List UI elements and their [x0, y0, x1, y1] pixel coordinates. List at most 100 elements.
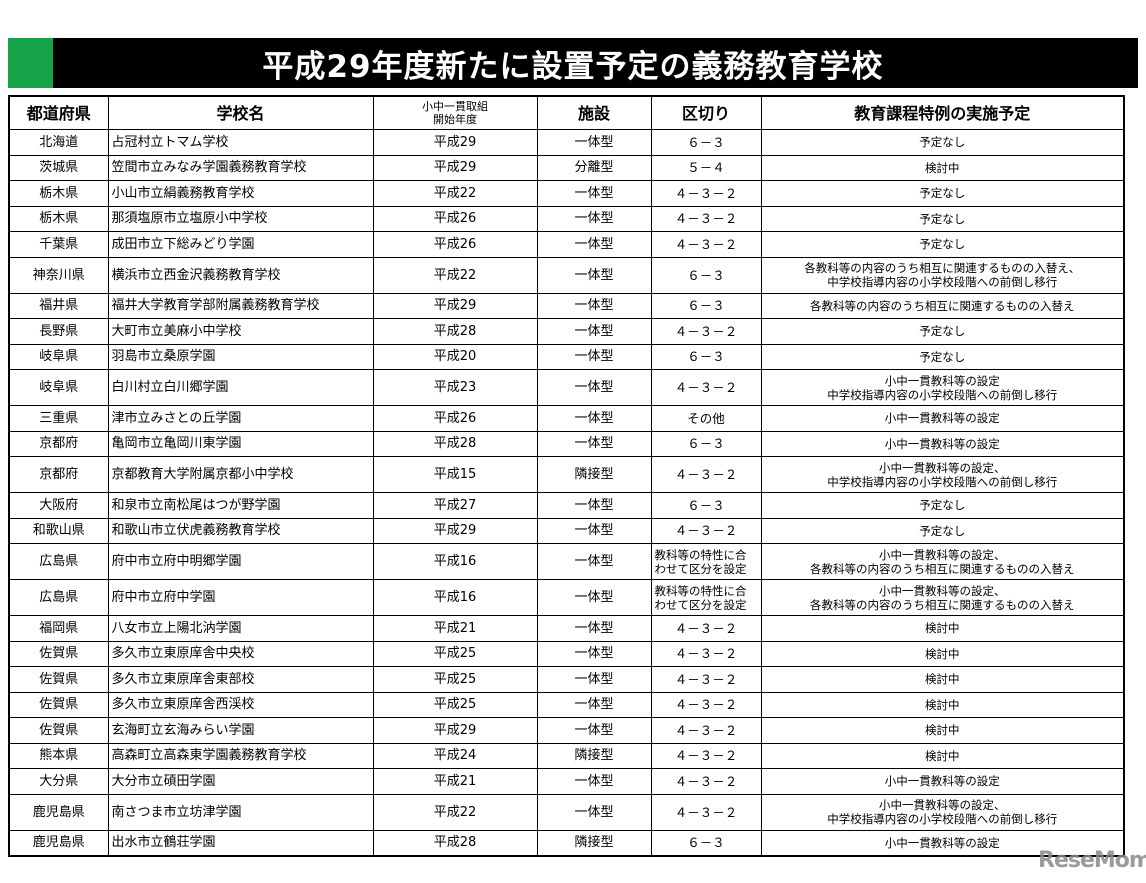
table-row: 和歌山県 和歌山市立伏虎義務教育学校 平成29 一体型 ４－３－２ 予定なし	[8, 517, 1125, 544]
division-cell: ４－３－２	[650, 742, 762, 769]
header-school-name: 学校名	[107, 95, 374, 130]
curriculum-exception-cell: 予定なし	[760, 180, 1125, 207]
prefecture-cell: 岐阜県	[8, 343, 109, 370]
school-name-cell: 津市立みさとの丘学園	[107, 405, 374, 432]
curriculum-exception-cell: 小中一貫教科等の設定、 中学校指導内容の小学校段階への前倒し移行	[760, 793, 1125, 831]
prefecture-cell: 千葉県	[8, 231, 109, 258]
prefecture-cell: 京都府	[8, 456, 109, 493]
facility-cell: 一体型	[536, 180, 652, 207]
division-cell: ６－３	[650, 256, 762, 294]
school-name-cell: 府中市立府中学園	[107, 579, 374, 616]
prefecture-cell: 三重県	[8, 405, 109, 432]
division-cell: ４－３－２	[650, 231, 762, 258]
start-year-cell: 平成20	[372, 343, 538, 370]
school-name-cell: 多久市立東原庠舎西渓校	[107, 691, 374, 718]
facility-cell: 隣接型	[536, 456, 652, 493]
start-year-cell: 平成16	[372, 543, 538, 580]
prefecture-cell: 大阪府	[8, 492, 109, 519]
start-year-cell: 平成29	[372, 517, 538, 544]
table-row: 佐賀県 多久市立東原庠舎東部校 平成25 一体型 ４－３－２ 検討中	[8, 666, 1125, 693]
start-year-cell: 平成22	[372, 256, 538, 294]
table-row: 福井県 福井大学教育学部附属義務教育学校 平成29 一体型 ６－３ 各教科等の内容のうち相…	[8, 292, 1125, 319]
curriculum-exception-cell: 予定なし	[760, 517, 1125, 544]
prefecture-cell: 福井県	[8, 292, 109, 319]
table-row: 鹿児島県 南さつま市立坊津学園 平成22 一体型 ４－３－２ 小中一貫教科等の設定、 中学…	[8, 793, 1125, 831]
facility-cell: 一体型	[536, 205, 652, 232]
table-row: 鹿児島県 出水市立鶴荘学園 平成28 隣接型 ６－３ 小中一貫教科等の設定	[8, 829, 1125, 856]
start-year-cell: 平成15	[372, 456, 538, 493]
division-cell: ４－３－２	[650, 517, 762, 544]
title-bar: 平成29年度新たに設置予定の義務教育学校	[8, 38, 1138, 88]
curriculum-exception-cell: 小中一貫教科等の設定、 各教科等の内容のうち相互に関連するものの入替え	[760, 543, 1125, 580]
start-year-cell: 平成24	[372, 742, 538, 769]
start-year-cell: 平成23	[372, 369, 538, 406]
division-cell: ４－３－２	[650, 180, 762, 207]
start-year-cell: 平成28	[372, 318, 538, 345]
header-row: 都道府県 学校名 小中一貫取組 開始年度 施設 区切り 教育課程特例の実施予定	[8, 95, 1125, 130]
prefecture-cell: 神奈川県	[8, 256, 109, 294]
prefecture-cell: 佐賀県	[8, 717, 109, 744]
table-row: 栃木県 那須塩原市立塩原小中学校 平成26 一体型 ４－３－２ 予定なし	[8, 205, 1125, 232]
curriculum-exception-cell: 各教科等の内容のうち相互に関連するものの入替え、 中学校指導内容の小学校段階への…	[760, 256, 1125, 294]
start-year-cell: 平成26	[372, 231, 538, 258]
start-year-cell: 平成29	[372, 129, 538, 156]
facility-cell: 隣接型	[536, 829, 652, 856]
division-cell: ４－３－２	[650, 615, 762, 642]
prefecture-cell: 佐賀県	[8, 666, 109, 693]
curriculum-exception-cell: 予定なし	[760, 318, 1125, 345]
header-curriculum-exception: 教育課程特例の実施予定	[760, 95, 1125, 130]
facility-cell: 一体型	[536, 292, 652, 319]
school-name-cell: 成田市立下総みどり学園	[107, 231, 374, 258]
prefecture-cell: 熊本県	[8, 742, 109, 769]
division-cell: ４－３－２	[650, 717, 762, 744]
page-title: 平成29年度新たに設置予定の義務教育学校	[262, 48, 884, 85]
prefecture-cell: 栃木県	[8, 180, 109, 207]
facility-cell: 一体型	[536, 343, 652, 370]
facility-cell: 一体型	[536, 615, 652, 642]
start-year-cell: 平成16	[372, 579, 538, 616]
school-name-cell: 高森町立高森東学園義務教育学校	[107, 742, 374, 769]
division-cell: ４－３－２	[650, 318, 762, 345]
school-name-cell: 小山市立絹義務教育学校	[107, 180, 374, 207]
prefecture-cell: 福岡県	[8, 615, 109, 642]
accent-block	[8, 38, 53, 88]
facility-cell: 一体型	[536, 129, 652, 156]
school-name-cell: 占冠村立トマム学校	[107, 129, 374, 156]
table-row: 神奈川県 横浜市立西金沢義務教育学校 平成22 一体型 ６－３ 各教科等の内容のうち相互に…	[8, 256, 1125, 294]
table-row: 北海道 占冠村立トマム学校 平成29 一体型 ６－３ 予定なし	[8, 129, 1125, 156]
table-row: 京都府 亀岡市立亀岡川東学園 平成28 一体型 ６－３ 小中一貫教科等の設定	[8, 430, 1125, 457]
curriculum-exception-cell: 小中一貫教科等の設定	[760, 768, 1125, 795]
header-start-year: 小中一貫取組 開始年度	[372, 95, 538, 130]
school-name-cell: 笠間市立みなみ学園義務教育学校	[107, 154, 374, 181]
curriculum-exception-cell: 検討中	[760, 691, 1125, 718]
start-year-cell: 平成25	[372, 666, 538, 693]
prefecture-cell: 京都府	[8, 430, 109, 457]
division-cell: ４－３－２	[650, 793, 762, 831]
curriculum-exception-cell: 検討中	[760, 640, 1125, 667]
start-year-cell: 平成21	[372, 615, 538, 642]
division-cell: ４－３－２	[650, 768, 762, 795]
division-cell: ４－３－２	[650, 691, 762, 718]
division-cell: ４－３－２	[650, 369, 762, 406]
school-name-cell: 出水市立鶴荘学園	[107, 829, 374, 856]
school-name-cell: 京都教育大学附属京都小中学校	[107, 456, 374, 493]
division-cell: 教科等の特性に合 わせて区分を設定	[650, 579, 762, 616]
facility-cell: 一体型	[536, 369, 652, 406]
table-row: 千葉県 成田市立下総みどり学園 平成26 一体型 ４－３－２ 予定なし	[8, 231, 1125, 258]
prefecture-cell: 長野県	[8, 318, 109, 345]
facility-cell: 一体型	[536, 430, 652, 457]
facility-cell: 一体型	[536, 579, 652, 616]
school-name-cell: 羽島市立桑原学園	[107, 343, 374, 370]
school-name-cell: 多久市立東原庠舎中央校	[107, 640, 374, 667]
table-row: 大分県 大分市立碩田学園 平成21 一体型 ４－３－２ 小中一貫教科等の設定	[8, 768, 1125, 795]
facility-cell: 一体型	[536, 256, 652, 294]
table-row: 佐賀県 多久市立東原庠舎西渓校 平成25 一体型 ４－３－２ 検討中	[8, 691, 1125, 718]
school-name-cell: 多久市立東原庠舎東部校	[107, 666, 374, 693]
curriculum-exception-cell: 各教科等の内容のうち相互に関連するものの入替え	[760, 292, 1125, 319]
prefecture-cell: 栃木県	[8, 205, 109, 232]
facility-cell: 一体型	[536, 768, 652, 795]
curriculum-exception-cell: 検討中	[760, 666, 1125, 693]
table-row: 熊本県 高森町立高森東学園義務教育学校 平成24 隣接型 ４－３－２ 検討中	[8, 742, 1125, 769]
prefecture-cell: 広島県	[8, 543, 109, 580]
start-year-cell: 平成25	[372, 691, 538, 718]
